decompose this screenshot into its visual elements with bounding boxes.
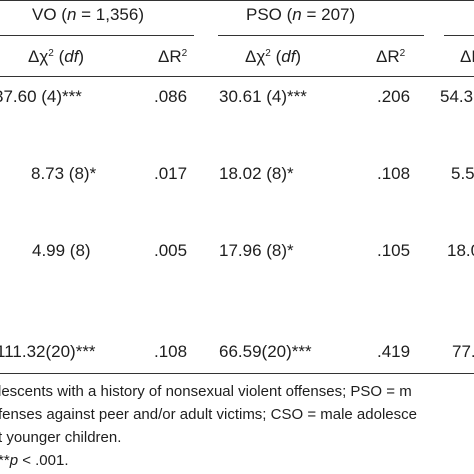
row3-pso-r: .105 [377, 241, 411, 260]
row1-vo-r: .086 [154, 87, 188, 106]
row2-pso-chi: 18.02 (8)* [219, 164, 294, 183]
note-line-2: fenses against peer and/or adult victims… [0, 406, 417, 423]
note-line-1: lescents with a history of nonsexual vio… [0, 383, 412, 400]
subheader-pso-r: ΔR2 [376, 47, 406, 66]
header-rule [0, 76, 474, 77]
group-rule-vo [0, 35, 194, 36]
subheader-cso-r: ΔR2 [460, 47, 474, 66]
row1-pso-r: .206 [377, 87, 411, 106]
row3-vo-r: .005 [154, 241, 188, 260]
group-rule-pso [218, 35, 424, 36]
row1-cso-chi: 54.3 [440, 87, 474, 106]
row2-vo-chi: 8.73 (8)* [31, 164, 97, 183]
row4-vo-r: .108 [154, 342, 188, 361]
bottom-rule [0, 373, 474, 374]
row1-pso-chi: 30.61 (4)*** [219, 87, 307, 106]
row3-pso-chi: 17.96 (8)* [219, 241, 294, 260]
group-header-vo: VO (n = 1,356) [32, 5, 144, 24]
row2-pso-r: .108 [377, 164, 411, 183]
subheader-vo-chi: Δχ2 (df) [28, 47, 85, 66]
row4-pso-r: .419 [377, 342, 411, 361]
row3-cso-chi: 18.0 [447, 241, 474, 260]
row4-vo-chi: 111.32(20)*** [0, 342, 96, 361]
group-rule-cso [444, 35, 474, 36]
row3-vo-chi: 4.99 (8) [32, 241, 91, 260]
note-line-3: t younger children. [0, 429, 122, 446]
note-line-4: **p < .001. [0, 452, 69, 469]
subheader-pso-chi: Δχ2 (df) [245, 47, 302, 66]
top-rule [0, 0, 474, 1]
row2-cso-chi: 5.5 [451, 164, 474, 183]
row4-pso-chi: 66.59(20)*** [219, 342, 312, 361]
row1-vo-chi: 37.60 (4)*** [0, 87, 82, 106]
subheader-vo-r: ΔR2 [158, 47, 188, 66]
row4-cso-chi: 77. [452, 342, 474, 361]
group-header-pso: PSO (n = 207) [246, 5, 356, 24]
row2-vo-r: .017 [154, 164, 188, 183]
